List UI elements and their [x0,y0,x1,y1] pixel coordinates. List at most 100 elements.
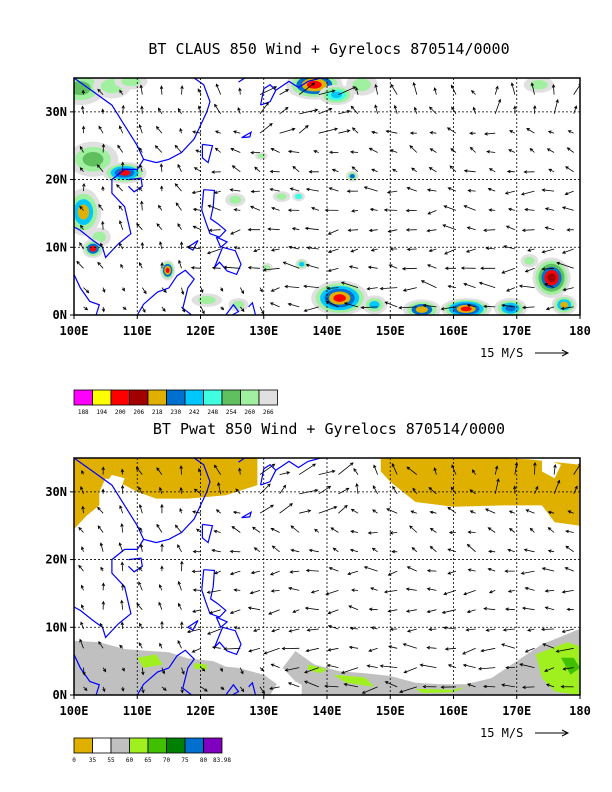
wind-arrow [443,205,457,211]
wind-arrow [140,200,144,211]
wind-arrow [546,148,555,153]
y-tick-label: 0N [53,688,67,702]
colorbar-swatch [129,389,149,406]
wind-arrow [249,205,261,211]
wind-arrow [428,248,437,252]
wind-arrow [488,549,496,554]
wind-arrow [247,266,261,270]
wind-arrow [247,606,261,611]
wind-arrow [299,509,312,514]
wind-arrow [177,580,182,591]
wind-arrow [229,549,241,554]
coastline [238,78,260,83]
wind-arrow [180,621,184,630]
wind-arrow [122,306,127,310]
wind-arrow [441,609,457,614]
wind-arrow [405,587,417,591]
wind-arrow [154,145,163,153]
colorbar-swatch [110,389,130,406]
wind-arrow [305,647,319,653]
wind-arrow [465,628,476,632]
wind-arrow [100,242,104,250]
wind-arrow [155,125,163,134]
wind-arrow [303,306,319,312]
wind-arrow [486,150,496,154]
wind-arrow [174,144,182,153]
wind-arrow [271,545,280,553]
wind-arrow [523,170,535,174]
wind-arrow [102,686,106,693]
wind-arrow [514,462,519,475]
wind-arrow [250,189,261,194]
wind-arrow [116,184,123,192]
wind-arrow [267,227,280,231]
wind-arrow [180,85,184,95]
x-tick-label: 180 [569,704,591,718]
wind-arrow [263,647,280,655]
wind-arrow [292,609,300,613]
wind-arrow [200,686,208,692]
wind-arrow [422,303,437,308]
wind-arrow [442,224,457,231]
wind-arrow [238,467,242,475]
cloud-contour [415,306,428,313]
pwat-contour [380,458,580,526]
wind-arrow [175,202,182,211]
wind-arrow [181,306,186,313]
coastline [136,287,170,315]
wind-arrow [542,643,555,649]
wind-arrow [389,149,398,153]
wind-arrow [259,287,263,293]
wind-arrow [220,686,225,690]
wind-arrow [355,86,359,95]
wind-arrow [193,167,202,173]
wind-arrow [209,609,221,614]
wind-arrow [259,101,269,115]
wind-arrow [411,167,418,173]
vector-reference-arrow [535,729,570,737]
wind-arrow [524,207,535,212]
wind-arrow [118,205,124,211]
cloud-contour [306,80,322,89]
wind-arrow [98,640,104,649]
wind-arrow [177,107,182,115]
wind-arrow [340,667,359,674]
wind-arrow [298,82,316,95]
vector-reference-label: 15 M/S [480,346,523,360]
wind-arrow [179,241,184,250]
wind-arrow [426,264,437,269]
wind-arrow [308,170,319,174]
colorbar-label: 218 [152,409,163,416]
wind-arrow [158,584,163,591]
wind-arrow [368,607,378,611]
wind-arrow [332,547,339,553]
colorbar-label: 266 [263,409,274,416]
wind-arrow [544,283,555,288]
wind-arrow [525,509,535,514]
wind-arrow [469,131,476,135]
wind-arrow [545,306,555,311]
colorbar-label: 55 [107,757,115,764]
cloud-contour [330,91,343,99]
wind-arrow [372,509,378,514]
wind-arrow [298,463,317,475]
wind-arrow [120,468,125,475]
wind-arrow [101,185,105,192]
wind-arrow [121,667,125,672]
wind-arrow [214,147,221,153]
wind-arrow [138,486,143,495]
wind-arrow [82,182,86,192]
wind-arrow [139,163,143,172]
wind-arrow [487,567,496,572]
wind-arrow [368,647,378,652]
colorbar-label: 80 [200,757,208,764]
wind-arrow [494,98,502,115]
wind-arrow [463,282,476,288]
cloud-contour [530,80,548,90]
cloud-contour [74,81,91,96]
wind-arrow [195,149,202,153]
wind-arrow [442,626,457,630]
wind-arrow [384,301,398,308]
wind-arrow [412,487,418,495]
wind-arrow [213,570,221,575]
